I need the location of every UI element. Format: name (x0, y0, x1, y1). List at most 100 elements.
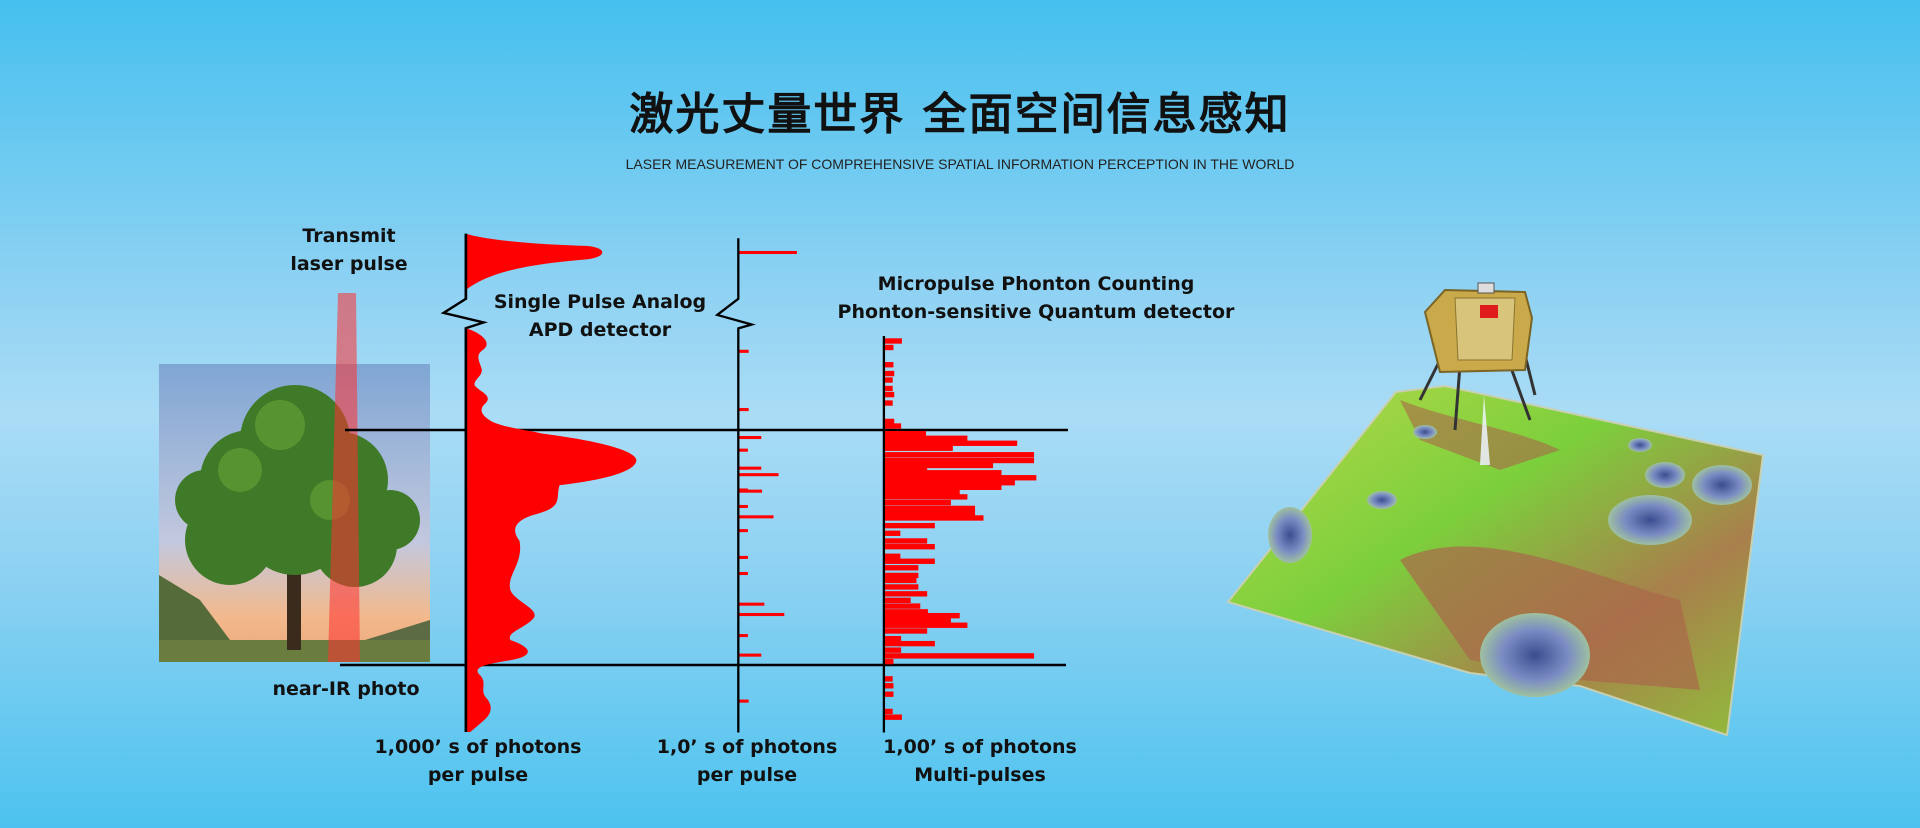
histogram-bar (883, 505, 976, 512)
histogram-bar (883, 475, 1037, 481)
histogram-bar (883, 499, 951, 506)
histogram-bar (883, 445, 953, 451)
histogram-bar (883, 544, 935, 550)
photon-return-bar (738, 602, 765, 606)
photon-return-bar (738, 466, 762, 470)
photon-return-bar (738, 489, 763, 493)
histogram-bar (883, 635, 902, 642)
photon-return-bar (738, 349, 749, 353)
axis1-label: 1,000’ s of photons per pulse (375, 733, 582, 789)
laser-beam (328, 293, 360, 662)
histogram-bar (883, 510, 976, 517)
photon-return-bar (738, 250, 797, 255)
single-photon-axis (714, 238, 756, 733)
histogram-bar (883, 466, 928, 473)
axis2-label-line2: per pulse (696, 764, 798, 786)
histogram-bar (883, 515, 984, 521)
axis2-label: 1,0’ s of photons per pulse (657, 733, 838, 789)
axis2-label-line1: 1,0’ s of photons (656, 736, 838, 758)
transmit-label: Transmit laser pulse (290, 222, 407, 278)
histogram-bar (883, 440, 1018, 446)
transmit-label-line1: Transmit (302, 225, 396, 247)
histogram-bar (883, 691, 894, 697)
photon-return-bar (738, 529, 748, 533)
page-subtitle: LASER MEASUREMENT OF COMPREHENSIVE SPATI… (625, 156, 1295, 172)
histogram-bar (883, 553, 901, 559)
histogram-bar (883, 522, 935, 529)
histogram-bar (883, 423, 902, 429)
histogram-bar (883, 572, 919, 579)
quantum-label-line2: Phonton-sensitive Quantum detector (837, 301, 1235, 323)
photon-return-bar (738, 435, 762, 440)
histogram-bar (883, 452, 1035, 458)
histogram-bar (883, 640, 935, 647)
histogram-bar (883, 370, 895, 377)
photon-return-bar (738, 504, 748, 509)
photon-return-bar (738, 473, 779, 477)
axis1-label-line2: per pulse (427, 764, 529, 786)
apd-label-line2: APD detector (528, 319, 672, 341)
histogram-bar (883, 658, 894, 665)
apd-waveform (465, 328, 637, 732)
histogram-bar (883, 628, 928, 634)
histogram-bar (883, 362, 894, 368)
histogram-bar (883, 377, 893, 383)
histogram-bar (883, 480, 1015, 486)
histogram-bar (883, 400, 893, 406)
histogram-bar (883, 714, 902, 720)
axis3-label: 1,00’ s of photons Multi-pulses (883, 733, 1077, 789)
photon-return-bar (738, 699, 749, 703)
apd-waveform-top (465, 233, 603, 290)
apd-detector-label: Single Pulse Analog APD detector (494, 288, 706, 344)
axis3-label-line1: 1,00’ s of photons (883, 736, 1077, 758)
axis1-label-line1: 1,000’ s of photons (374, 736, 582, 758)
photon-return-bar (738, 634, 748, 638)
histogram-bar (883, 435, 968, 441)
quantum-label-line1: Micropulse Phonton Counting (877, 273, 1195, 295)
histogram-bar (883, 558, 935, 564)
apd-label-line1: Single Pulse Analog (493, 291, 707, 313)
quantum-detector-label: Micropulse Phonton Counting Phonton-sens… (838, 270, 1235, 326)
single-photon-returns (738, 250, 797, 703)
histogram-bar (883, 609, 928, 615)
histogram-bar (883, 338, 902, 344)
photon-return-bar (738, 653, 762, 657)
photon-return-bar (738, 612, 785, 617)
histogram-bar (883, 617, 951, 624)
histogram-bar (883, 676, 893, 682)
axis3-label-line2: Multi-pulses (914, 764, 1046, 786)
histogram-bar (883, 385, 893, 392)
histogram-bar (883, 494, 968, 500)
histogram-bar (883, 484, 1002, 491)
page-title: 激光丈量世界 全面空间信息感知 (629, 89, 1291, 140)
histogram-bar (883, 538, 928, 544)
histogram-bar (883, 708, 893, 715)
histogram-bar (883, 597, 911, 604)
photon-return-bar (738, 555, 748, 559)
histogram-bar (883, 431, 927, 437)
near-ir-photo-label: near-IR photo (272, 678, 420, 700)
photon-return-bar (738, 571, 748, 576)
histogram-bar (883, 391, 895, 398)
near-ir-photo (159, 364, 430, 662)
histogram-bar (883, 647, 902, 653)
photon-return-bar (738, 408, 749, 412)
photon-return-bar (738, 515, 774, 519)
apd-axis (440, 233, 489, 732)
histogram-bar (883, 489, 960, 495)
histogram-bar (883, 344, 894, 351)
histogram-bar (883, 584, 919, 590)
histogram-bar (883, 418, 895, 425)
histogram-bar (883, 457, 1035, 464)
histogram-bar (883, 565, 919, 571)
histogram-bar (883, 683, 894, 689)
transmit-label-line2: laser pulse (290, 253, 408, 275)
multi-pulse-histogram (883, 338, 1037, 720)
histogram-bar (883, 591, 928, 597)
photon-return-bar (738, 448, 748, 452)
histogram-bar (883, 577, 917, 584)
histogram-bar (883, 603, 921, 609)
lunar-terrain-model (1226, 384, 1765, 737)
histogram-bar (883, 470, 1002, 476)
